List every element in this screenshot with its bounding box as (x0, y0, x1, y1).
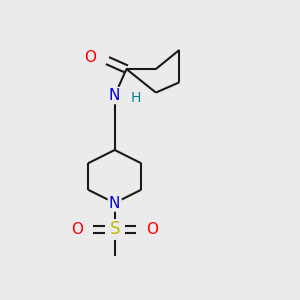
Text: H: H (131, 91, 141, 105)
Text: O: O (84, 50, 96, 65)
Text: S: S (110, 220, 120, 238)
Text: N: N (109, 88, 120, 103)
Text: O: O (71, 222, 83, 237)
Text: O: O (146, 222, 158, 237)
Text: N: N (109, 196, 120, 211)
